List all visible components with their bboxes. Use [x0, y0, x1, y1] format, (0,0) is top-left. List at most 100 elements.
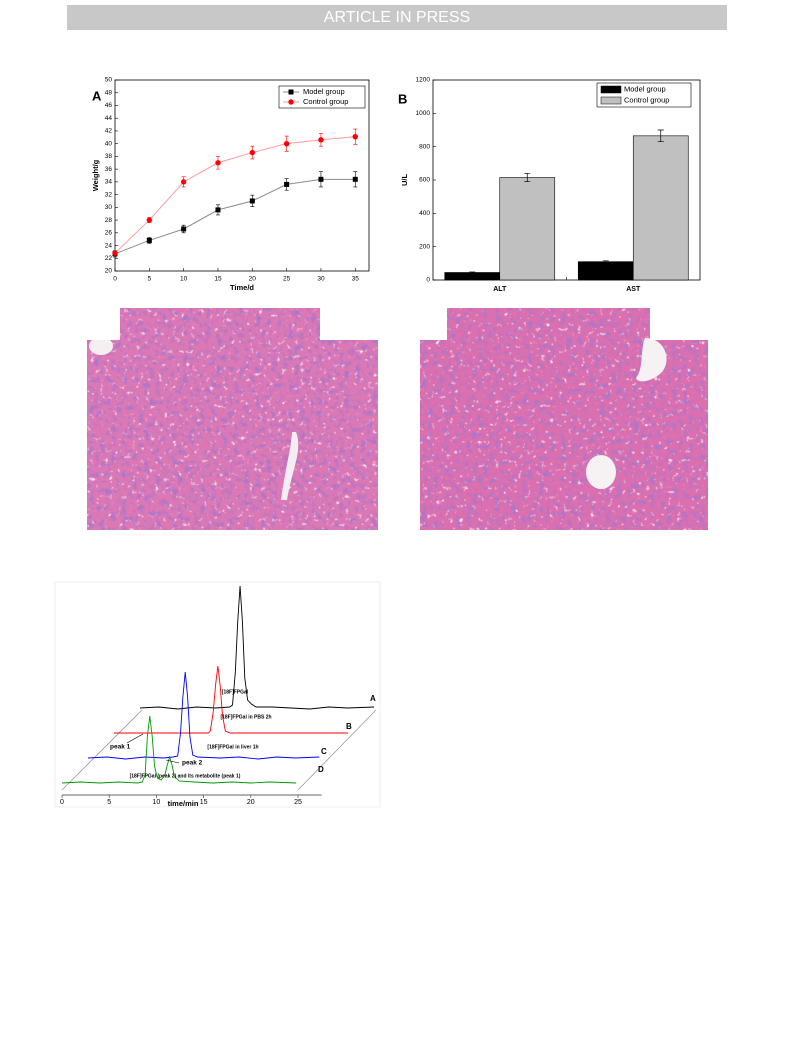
y-tick-label: 400 — [419, 210, 430, 217]
depth-edge — [297, 709, 377, 791]
x-tick-label: 20 — [249, 276, 257, 283]
legend-swatch — [600, 96, 622, 105]
trace-letter: D — [318, 765, 324, 774]
y-tick-label: 600 — [419, 177, 430, 184]
tissue-nuclei — [87, 308, 378, 530]
bar — [444, 272, 501, 281]
marker — [146, 237, 152, 243]
trace — [114, 665, 349, 734]
x-tick-label: 5 — [107, 799, 111, 806]
marker — [352, 176, 358, 182]
bar — [577, 261, 634, 281]
x-tick-label: 30 — [317, 276, 325, 283]
trace — [87, 671, 320, 760]
y-tick-label: 50 — [105, 77, 113, 84]
marker — [215, 160, 221, 166]
marker — [215, 207, 221, 213]
error-bar — [524, 172, 531, 183]
trace — [139, 585, 375, 710]
y-tick-label: 46 — [105, 102, 113, 109]
error-bar — [469, 271, 476, 274]
vessel — [89, 337, 113, 355]
x-tick-label: ALT — [493, 286, 507, 293]
trace-label: [18F]FPGal (peak 2) and its metabolite (… — [130, 773, 241, 779]
marker — [180, 179, 187, 185]
y-tick-label: 20 — [105, 268, 113, 275]
x-tick-label: 15 — [200, 799, 208, 806]
histology-left — [87, 308, 378, 530]
y-tick-label: 22 — [105, 255, 113, 262]
y-tick-label: 0 — [426, 277, 430, 284]
figure-border — [54, 581, 381, 808]
annotation: peak 1 — [110, 744, 131, 751]
chromatogram-frame — [54, 581, 381, 808]
x-tick-label: 10 — [153, 799, 161, 806]
y-tick-label: 800 — [419, 143, 430, 150]
y-tick-label: 26 — [105, 230, 113, 237]
vessel — [636, 338, 667, 382]
marker — [146, 217, 153, 223]
marker — [249, 149, 255, 156]
legend-label: Model group — [303, 87, 345, 96]
panel-label: B — [398, 91, 407, 106]
depth-edge — [61, 709, 143, 791]
legend-box — [278, 85, 366, 109]
legend-label: Control group — [303, 97, 348, 106]
y-tick-label: 200 — [419, 243, 430, 250]
x-tick-label: 5 — [148, 276, 152, 283]
trace-label: [18F]FPGal — [222, 689, 249, 695]
y-axis-label: U/L — [400, 174, 409, 187]
y-tick-label: 32 — [105, 191, 113, 198]
y-tick-label: 30 — [105, 204, 113, 211]
y-tick-label: 34 — [105, 179, 113, 186]
trace — [61, 715, 297, 784]
bar — [632, 135, 689, 281]
panel-label: A — [92, 88, 102, 103]
y-tick-label: 1000 — [416, 110, 431, 117]
legend-label: Model group — [624, 84, 666, 93]
series-line — [114, 178, 356, 255]
marker — [288, 89, 294, 95]
x-tick-label: 0 — [113, 276, 117, 283]
vessel — [586, 455, 616, 489]
trace-letter: A — [370, 694, 376, 703]
x-tick-label: AST — [626, 286, 641, 293]
x-axis-label: Time/d — [230, 283, 254, 292]
bar — [499, 177, 556, 281]
y-tick-label: 48 — [105, 89, 113, 96]
trace-letter: C — [321, 747, 327, 756]
marker — [318, 176, 324, 182]
x-axis-label: time/min — [168, 799, 199, 808]
marker — [283, 140, 290, 147]
annotation: peak 2 — [182, 760, 203, 767]
error-bar — [657, 129, 664, 143]
trace-label: [18F]FPGal in PBS 2h — [220, 714, 271, 720]
legend-swatch — [600, 85, 622, 94]
marker — [288, 99, 294, 105]
x-tick-label: 0 — [60, 799, 64, 806]
legend-label: Control group — [624, 95, 669, 104]
annotation-arrow — [165, 759, 180, 764]
tissue-nuclei — [420, 308, 708, 530]
marker — [181, 226, 187, 232]
trace-letter: B — [346, 722, 352, 731]
marker — [112, 250, 118, 256]
x-tick-label: 15 — [214, 276, 222, 283]
plot-frame — [114, 79, 370, 272]
x-tick-label: 25 — [283, 276, 291, 283]
vessel — [281, 432, 299, 500]
y-tick-label: 44 — [105, 115, 113, 122]
marker — [249, 198, 255, 204]
banner — [67, 5, 727, 30]
y-tick-label: 38 — [105, 153, 113, 160]
y-tick-label: 36 — [105, 166, 113, 173]
x-tick-label: 35 — [352, 276, 360, 283]
y-axis-label: Weight/g — [91, 159, 100, 191]
y-tick-label: 28 — [105, 217, 113, 224]
annotation-arrow — [126, 733, 144, 744]
banner-text: ARTICLE IN PRESS — [324, 9, 470, 26]
y-tick-label: 40 — [105, 140, 113, 147]
x-tick-label: 20 — [247, 799, 255, 806]
x-tick-label: 25 — [294, 799, 302, 806]
